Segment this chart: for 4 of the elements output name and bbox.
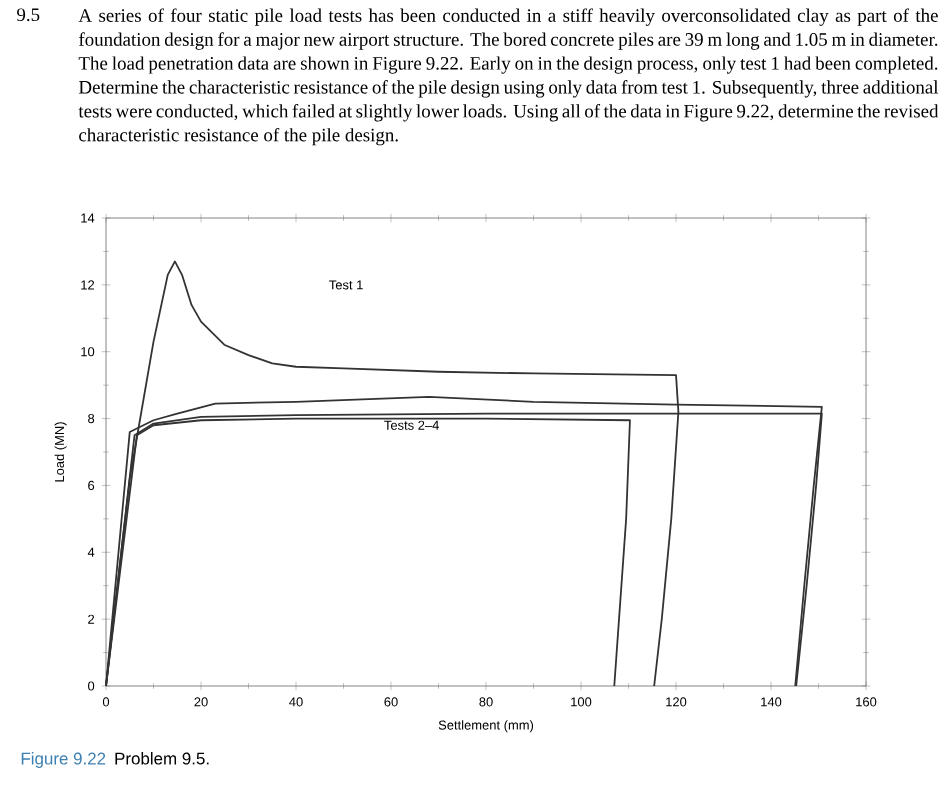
text: Problem 9.5.: [115, 752, 209, 765]
text: A series of four static pile load tests has been conducted in a stiff heavily overconsolidated clay as part of the foundation design for a major new airport structure. The bored concrete piles are 39 m long and 1.05 m in diameter. The load penetration data are shown in Figure 9.22. Early on in the design process, only test 1 had been completed. Determine the characteristic resistance of the pile design using only data from test 1. Subsequently, three additional tests were conducted, which failed at slightly lower loads. Using all of the data in Figure 9.22, determine the revised characteristic resistance of the pile design.: [78, 8, 939, 146]
caption: Figure 9.22: [21, 752, 106, 768]
text: 9.5: [17, 8, 40, 22]
